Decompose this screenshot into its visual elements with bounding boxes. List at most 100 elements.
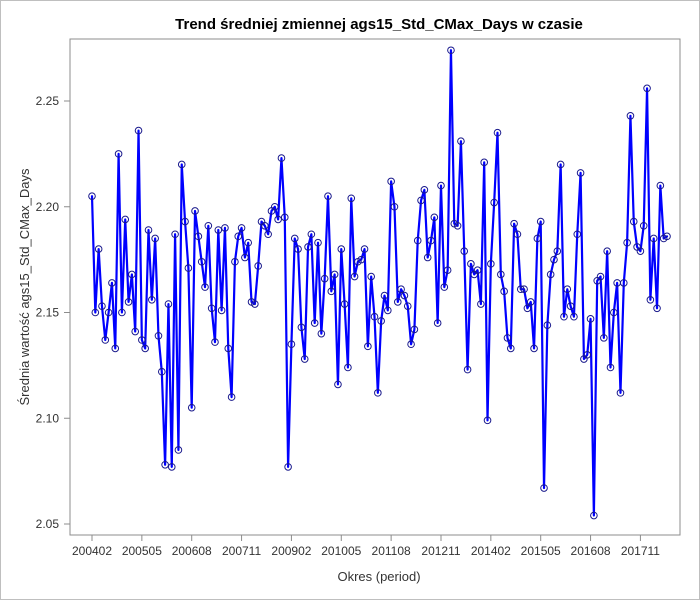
data-point: [503, 334, 512, 342]
data-point: [629, 217, 638, 226]
data-point: [570, 312, 578, 321]
data-point: [340, 300, 349, 308]
data-point: [410, 325, 419, 334]
data-point: [271, 202, 279, 211]
data-point: [526, 298, 535, 306]
y-axis-label: Średnia wartość ags15_Std_CMax_Days: [17, 168, 32, 406]
data-point: [207, 304, 216, 313]
data-point: [184, 264, 193, 272]
data-point: [350, 272, 359, 281]
data-point: [344, 363, 352, 372]
data-point: [234, 232, 243, 241]
data-point: [417, 196, 425, 205]
data-point: [477, 300, 485, 308]
data-point: [510, 219, 518, 228]
data-point: [124, 298, 133, 306]
data-point: [290, 234, 299, 243]
data-point: [480, 158, 489, 167]
data-point: [367, 272, 375, 281]
data-point: [626, 112, 635, 120]
data-point: [639, 221, 648, 230]
x-tick-label: 200402: [72, 544, 112, 558]
data-point: [274, 215, 282, 224]
data-point: [423, 253, 432, 262]
data-point: [556, 160, 565, 169]
data-point: [231, 257, 239, 266]
x-tick-label: 201211: [421, 544, 460, 558]
data-point: [324, 192, 332, 200]
data-point: [443, 266, 452, 275]
data-point: [118, 308, 126, 317]
data-point: [300, 355, 309, 363]
data-point: [171, 230, 179, 239]
data-point: [566, 302, 575, 310]
data-point: [138, 336, 146, 344]
data-point: [636, 247, 645, 255]
data-point: [420, 186, 429, 194]
data-point: [320, 274, 329, 283]
data-point: [500, 287, 508, 296]
data-point: [393, 298, 402, 306]
data-point: [560, 312, 568, 321]
data-point: [610, 308, 618, 317]
y-tick-label: 2.10: [36, 411, 60, 425]
x-tick-label: 201402: [471, 544, 511, 558]
data-point: [167, 463, 176, 471]
data-point: [603, 247, 611, 255]
data-point: [576, 169, 585, 177]
data-point: [91, 308, 100, 317]
data-point: [619, 279, 628, 287]
x-tick-label: 200505: [122, 544, 162, 558]
data-point: [364, 342, 372, 351]
data-point: [197, 257, 206, 266]
data-point: [148, 296, 156, 304]
data-point: [397, 285, 405, 294]
data-point: [204, 221, 213, 230]
data-point: [490, 198, 498, 207]
data-point: [264, 230, 272, 239]
data-point: [573, 230, 582, 239]
data-point: [586, 315, 595, 323]
data-point: [430, 213, 439, 222]
data-point: [497, 270, 505, 279]
data-point: [523, 304, 532, 313]
plot-area-border: [69, 38, 681, 536]
data-point: [583, 351, 592, 359]
data-point: [161, 460, 169, 469]
data-point: [400, 291, 409, 300]
data-point: [493, 128, 502, 137]
data-point: [88, 192, 96, 200]
y-tick-label: 2.20: [36, 200, 60, 214]
data-point: [487, 260, 495, 268]
data-point: [98, 302, 106, 310]
data-point: [151, 234, 159, 243]
x-axis-label: Okres (period): [337, 569, 420, 584]
data-point: [201, 283, 209, 291]
data-point: [533, 234, 542, 243]
y-tick-label: 2.15: [36, 306, 60, 320]
data-point: [121, 215, 130, 224]
x-tick-label: 200902: [271, 544, 311, 558]
data-point: [134, 126, 143, 135]
data-point: [374, 389, 382, 397]
data-point: [254, 262, 262, 270]
data-point: [277, 154, 286, 162]
data-point: [427, 236, 435, 245]
data-point: [181, 217, 189, 226]
x-tick-label: 201005: [321, 544, 361, 558]
data-point: [237, 224, 246, 232]
x-tick-label: 200608: [172, 544, 212, 558]
data-point: [653, 304, 661, 313]
data-point: [437, 181, 445, 190]
data-point: [473, 266, 482, 275]
data-point: [261, 221, 269, 230]
data-point: [194, 232, 203, 241]
x-axis: 200402 200505 200608 200711 200902 201005 2011…: [72, 535, 660, 558]
data-point: [403, 302, 412, 310]
data-point: [546, 270, 555, 279]
data-point: [460, 247, 469, 255]
data-point: [380, 291, 389, 300]
x-tick-label: 200711: [222, 544, 261, 558]
